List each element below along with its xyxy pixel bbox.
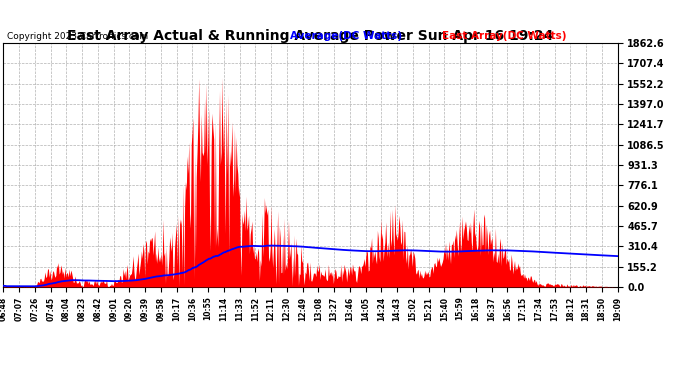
Text: Average(DC Watts): Average(DC Watts) bbox=[290, 32, 402, 41]
Text: Copyright 2023 Cartronics.com: Copyright 2023 Cartronics.com bbox=[7, 32, 148, 41]
Text: East Array(DC Watts): East Array(DC Watts) bbox=[442, 32, 566, 41]
Title: East Array Actual & Running Average Power Sun Apr 16 19:24: East Array Actual & Running Average Powe… bbox=[68, 29, 553, 43]
